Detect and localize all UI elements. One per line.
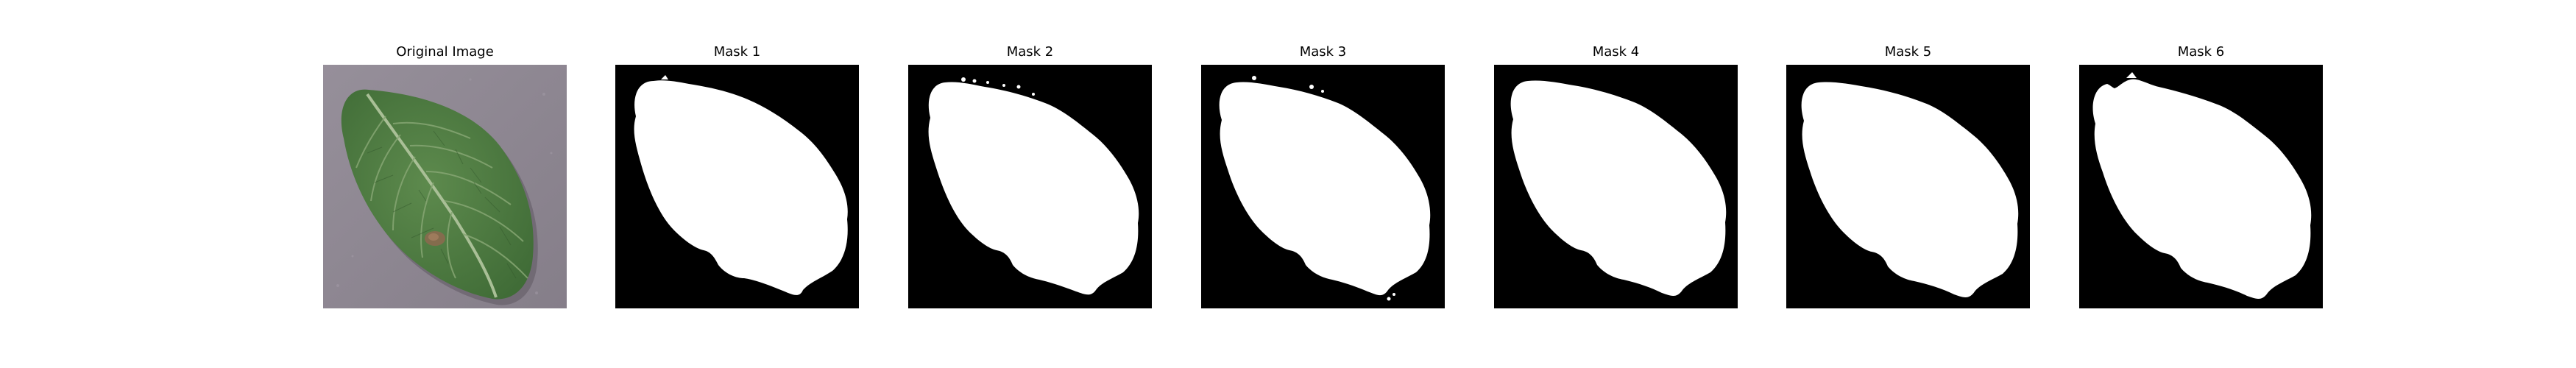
panel-title: Mask 1 — [713, 44, 761, 60]
panel-mask-4: Mask 4 — [1494, 44, 1738, 318]
panel-title: Mask 2 — [1006, 44, 1054, 60]
mask-image — [1494, 65, 1738, 308]
panel-original-image: Original Image — [323, 44, 567, 318]
original-leaf-photo — [323, 65, 567, 308]
mask-image — [615, 65, 859, 308]
panel-mask-3: Mask 3 — [1201, 44, 1445, 318]
panel-title: Original Image — [396, 44, 494, 60]
panel-title: Mask 6 — [2177, 44, 2225, 60]
panel-title: Mask 4 — [1592, 44, 1640, 60]
panel-mask-5: Mask 5 — [1786, 44, 2030, 318]
panel-title: Mask 3 — [1299, 44, 1347, 60]
panel-mask-1: Mask 1 — [615, 44, 859, 318]
mask-image — [1201, 65, 1445, 308]
mask-image — [2079, 65, 2323, 308]
panel-mask-6: Mask 6 — [2079, 44, 2323, 318]
panel-title: Mask 5 — [1884, 44, 1932, 60]
mask-image — [1786, 65, 2030, 308]
panel-mask-2: Mask 2 — [908, 44, 1152, 318]
mask-image — [908, 65, 1152, 308]
